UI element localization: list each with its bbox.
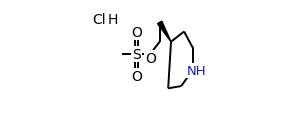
Text: H: H (108, 13, 118, 27)
Text: O: O (145, 51, 156, 65)
Polygon shape (158, 22, 171, 42)
Text: S: S (133, 48, 141, 62)
Text: O: O (131, 26, 142, 40)
Text: O: O (131, 70, 142, 84)
Text: Cl: Cl (93, 13, 106, 27)
Text: NH: NH (187, 64, 206, 77)
